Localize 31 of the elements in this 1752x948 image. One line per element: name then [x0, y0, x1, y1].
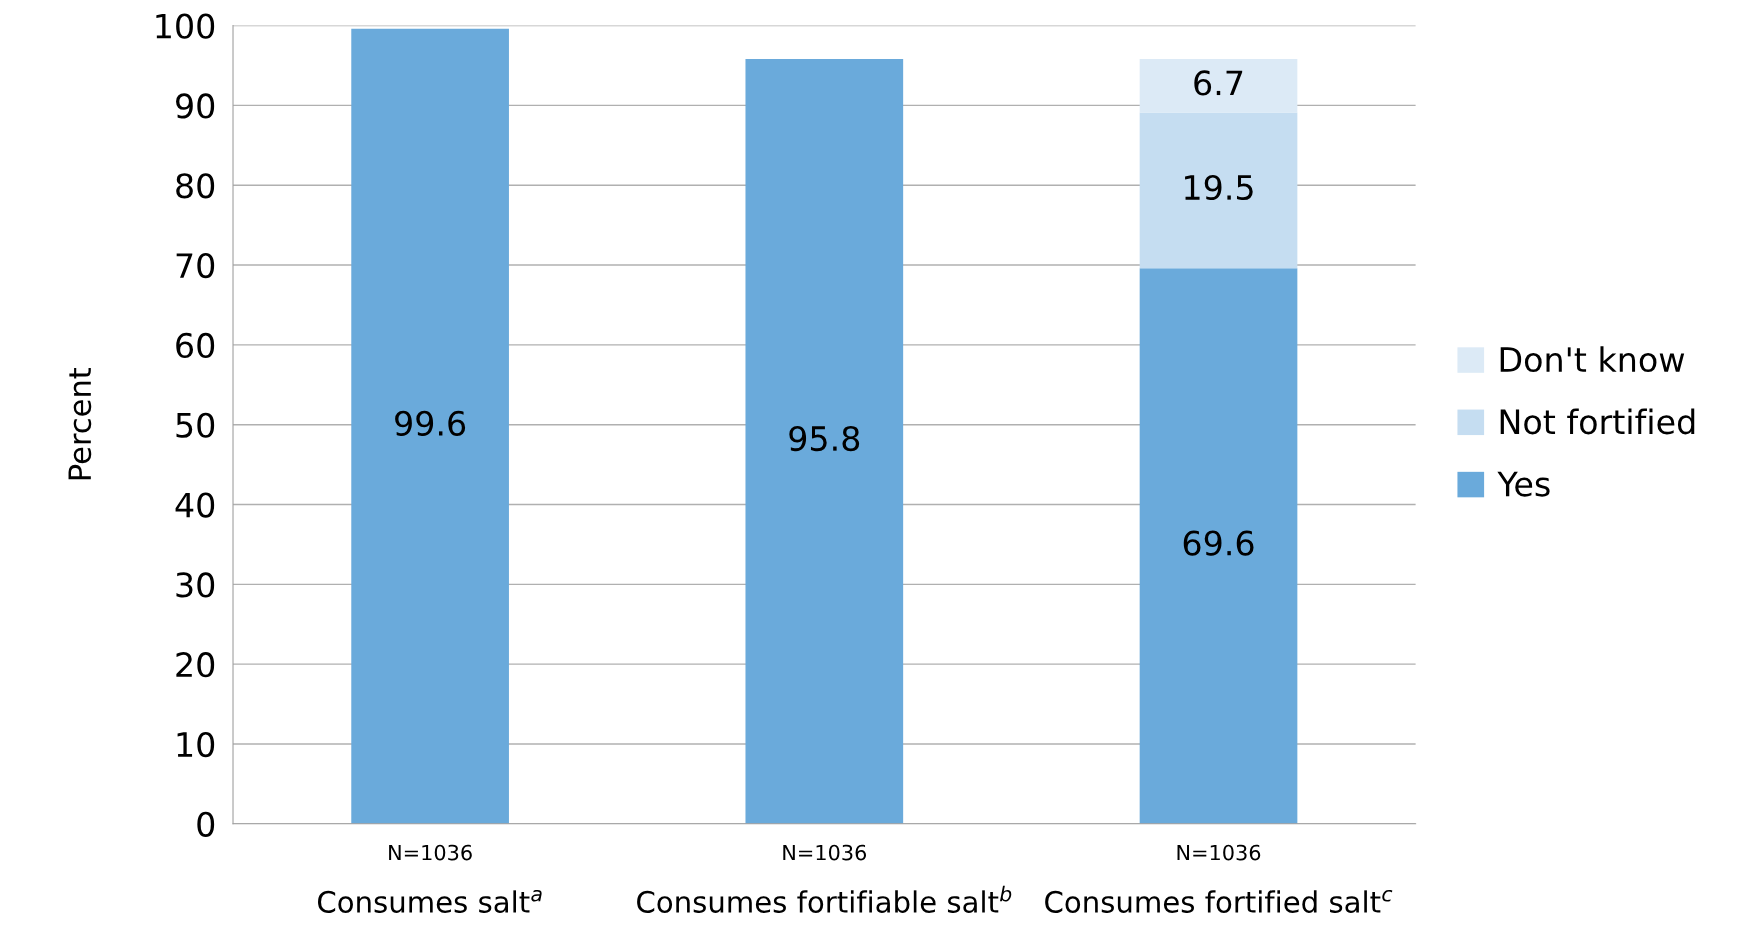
y-tick-label: 90 [176, 93, 215, 119]
data-label: 69.6 [1183, 530, 1254, 556]
data-label: 6.7 [1194, 70, 1243, 96]
data-label: 95.8 [789, 425, 860, 452]
bar [1139, 59, 1298, 113]
text: N=1036 [389, 844, 472, 861]
y-tick-label: 0 [197, 811, 215, 837]
data-label: 99.6 [395, 410, 466, 436]
y-tick-label: 30 [176, 572, 215, 598]
text: N=1036 [783, 844, 867, 861]
bar [1139, 268, 1298, 824]
y-tick-label: 70 [176, 252, 215, 279]
y-tick-label: 50 [176, 412, 215, 438]
text: N=1036 [1177, 844, 1261, 861]
bar [1139, 112, 1298, 269]
y-tick-label: 10 [177, 731, 215, 758]
legend-label: Not fortified [1500, 408, 1695, 435]
bar [351, 28, 509, 824]
bar [745, 59, 904, 824]
y-tick-label: 40 [175, 492, 215, 518]
y-axis-title: Percent [68, 367, 92, 480]
data-label: 19.5 [1185, 174, 1253, 201]
x-tick-label: Consumes fortifiable salt$^{b}$ [637, 885, 1012, 913]
x-tick-label: Consumes salt$^{a}$ [318, 889, 542, 913]
y-tick-label: 100 [156, 13, 215, 39]
x-tick-label: Consumes fortified salt$^{c}$ [1045, 889, 1393, 913]
y-tick-label: 60 [176, 332, 215, 359]
legend-label: Don't know [1500, 346, 1685, 373]
legend-label: Yes [1497, 471, 1550, 497]
y-tick-label: 20 [176, 652, 215, 678]
y-tick-label: 80 [176, 173, 215, 199]
